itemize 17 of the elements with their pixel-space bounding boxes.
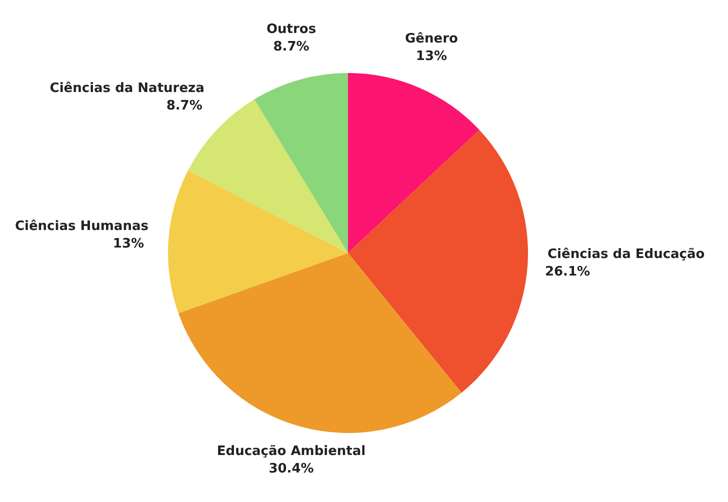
- data-label: 26.1%: [544, 264, 590, 280]
- pie-slice: [254, 73, 348, 253]
- pie-slice: [348, 130, 528, 393]
- pie-slice: [168, 170, 348, 314]
- data-label: 30.4%: [268, 462, 314, 477]
- slice-label: Ciências da Educação: [548, 247, 705, 262]
- data-label: 8.7%: [273, 39, 310, 54]
- slice-label: Educação Ambiental: [216, 444, 366, 460]
- data-label: 13%: [112, 236, 144, 252]
- data-label: 13%: [416, 48, 448, 64]
- data-label: 8.7%: [166, 98, 202, 114]
- slice-label: Ciências Humanas: [14, 218, 149, 234]
- slice-label: Ciências da Natureza: [50, 80, 204, 96]
- slice-label: Gênero: [405, 31, 458, 46]
- pie-slice: [178, 253, 462, 433]
- slice-label: Outros: [266, 22, 316, 37]
- pie-slice: [348, 73, 480, 253]
